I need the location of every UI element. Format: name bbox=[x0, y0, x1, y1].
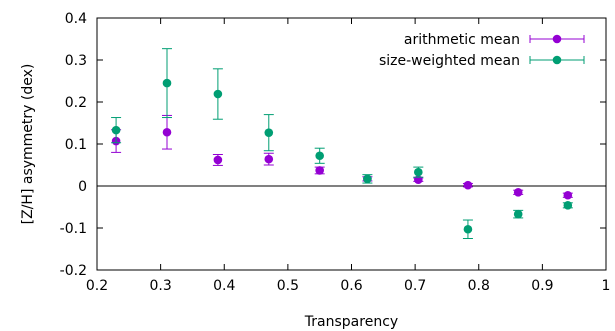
x-tick-label: 0.9 bbox=[531, 278, 553, 294]
data-point bbox=[213, 89, 223, 99]
data-point bbox=[111, 125, 121, 135]
legend: arithmetic mean size-weighted mean bbox=[379, 32, 585, 69]
x-tick-label: 0.6 bbox=[340, 278, 362, 294]
data-point bbox=[363, 174, 372, 184]
data-point bbox=[463, 224, 473, 234]
x-tick-label: 0.4 bbox=[213, 278, 235, 294]
data-point bbox=[513, 209, 523, 219]
data-point bbox=[315, 151, 324, 161]
data-point bbox=[563, 190, 573, 200]
y-axis-label: [Z/H] asymmetry (dex) bbox=[20, 64, 36, 225]
legend-marker bbox=[552, 34, 562, 44]
x-tick-label: 0.8 bbox=[468, 278, 490, 294]
x-tick-label: 0.7 bbox=[404, 278, 426, 294]
legend-label: size-weighted mean bbox=[379, 53, 520, 69]
data-point bbox=[463, 180, 473, 190]
data-point bbox=[162, 78, 172, 88]
plot-frame bbox=[96, 17, 607, 271]
series-1 bbox=[111, 114, 573, 200]
series-2 bbox=[111, 48, 573, 239]
y-tick-label: 0.3 bbox=[65, 53, 87, 69]
x-tick-label: 0.2 bbox=[86, 278, 108, 294]
data-point bbox=[162, 127, 172, 137]
series-layer bbox=[111, 48, 573, 239]
x-tick-label: 1 bbox=[602, 278, 611, 294]
data-point bbox=[563, 201, 573, 210]
data-point bbox=[264, 128, 274, 137]
y-tick-label: 0 bbox=[78, 179, 87, 195]
y-tick-label: 0.1 bbox=[65, 137, 87, 153]
data-point bbox=[315, 166, 324, 175]
data-point bbox=[414, 167, 423, 177]
legend-label: arithmetic mean bbox=[404, 32, 520, 48]
data-point bbox=[213, 155, 223, 165]
x-axis-label: Transparency bbox=[304, 314, 398, 330]
data-point bbox=[264, 154, 274, 164]
x-tick-label: 0.3 bbox=[149, 278, 171, 294]
y-tick-label: -0.1 bbox=[60, 221, 87, 237]
y-tick-label: -0.2 bbox=[60, 263, 87, 279]
legend-marker bbox=[552, 55, 562, 65]
data-point bbox=[513, 188, 523, 197]
y-tick-label: 0.2 bbox=[65, 95, 87, 111]
x-tick-label: 0.5 bbox=[277, 278, 299, 294]
ticks-layer: 0.2 0.3 0.4 0.5 0.6 0.7 0.8 0.9 1 -0.2 -0.1 0 0.1 0.2… bbox=[60, 11, 611, 294]
y-tick-label: 0.4 bbox=[65, 11, 87, 27]
